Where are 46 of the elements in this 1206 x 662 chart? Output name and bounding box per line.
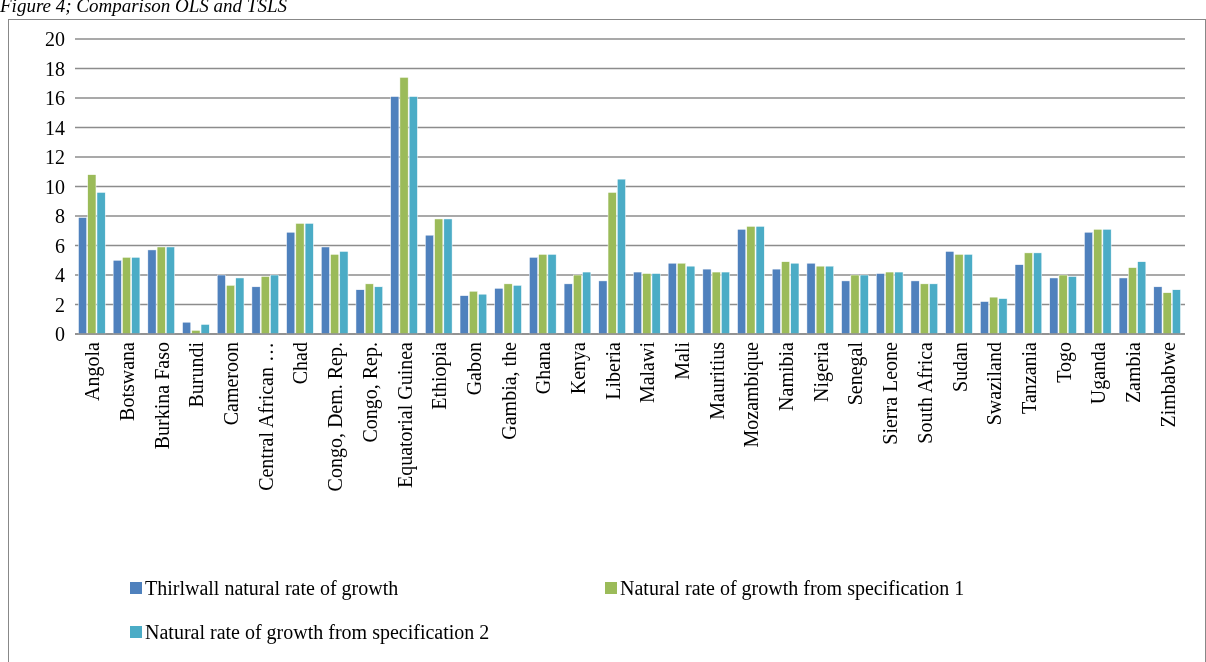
- y-tick-label: 6: [55, 234, 65, 257]
- x-tick-label: Equatorial Guinea: [393, 341, 417, 489]
- x-tick-label: Congo, Rep.: [358, 342, 382, 443]
- legend-label: Natural rate of growth from specification 1: [620, 577, 965, 600]
- legend-label: Natural rate of growth from specification 2: [145, 621, 490, 644]
- x-tick-label: Namibia: [775, 341, 798, 411]
- x-tick-label: Liberia: [601, 341, 624, 400]
- x-tick-label: Burundi: [185, 341, 208, 408]
- x-tick-label: Kenya: [566, 341, 590, 395]
- x-tick-label: Zimbabwe: [1156, 341, 1179, 428]
- x-tick-label: Malawi: [636, 341, 659, 404]
- y-tick-label: 18: [45, 57, 65, 80]
- x-tick-label: Gabon: [462, 342, 485, 396]
- y-tick-label: 8: [55, 205, 65, 227]
- x-tick-label: Uganda: [1087, 341, 1111, 405]
- x-tick-label: Chad: [289, 342, 312, 385]
- x-tick-label: Swaziland: [983, 342, 1006, 426]
- x-tick-label: Botswana: [116, 341, 139, 421]
- y-tick-label: 2: [55, 293, 65, 316]
- x-tick-label: Ethiopia: [428, 341, 452, 410]
- y-tick-label: 10: [45, 175, 65, 198]
- x-tick-label: Ghana: [532, 341, 555, 395]
- x-tick-label: Sudan: [948, 342, 971, 392]
- x-tick-label: Senegal: [844, 341, 868, 406]
- legend-label: Thirlwall natural rate of growth: [145, 577, 399, 600]
- x-tick-label: Tanzania: [1017, 341, 1040, 414]
- x-tick-label: Mali: [671, 341, 694, 380]
- x-tick-label: Cameroon: [220, 342, 243, 426]
- y-tick-label: 4: [55, 264, 65, 286]
- x-tick-label: Congo, Dem. Rep.: [324, 342, 348, 492]
- x-tick-label: Burkina Faso: [150, 342, 173, 450]
- x-tick-label: Nigeria: [809, 341, 833, 402]
- y-tick-label: 16: [45, 87, 65, 109]
- x-tick-label: Angola: [81, 341, 105, 401]
- y-tick-label: 0: [55, 323, 65, 345]
- x-tick-label: South Africa: [913, 341, 936, 444]
- x-tick-label: Mozambique: [740, 341, 764, 448]
- x-tick-label: Togo: [1052, 342, 1076, 383]
- x-tick-label: Central African …: [254, 342, 277, 491]
- y-tick-label: 14: [45, 116, 65, 139]
- y-tick-label: 20: [45, 28, 65, 50]
- x-tick-label: Mauritius: [705, 341, 728, 420]
- x-tick-label: Sierra Leone: [879, 341, 902, 445]
- x-tick-label: Gambia, the: [497, 341, 520, 440]
- y-tick-label: 12: [45, 146, 65, 168]
- x-tick-label: Zambia: [1121, 341, 1144, 404]
